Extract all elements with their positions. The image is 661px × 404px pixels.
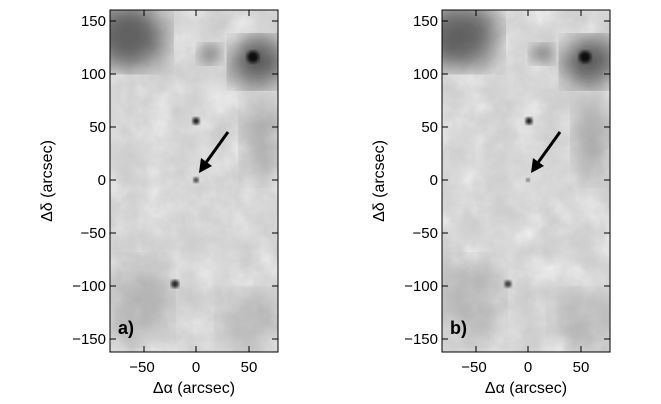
panel-b-x-tick-labels: −50 0 50 [461, 359, 589, 376]
y-tick-label: 0 [98, 172, 106, 189]
panel-a-y-axis-label: Δδ (arcsec) [39, 140, 56, 222]
panel-a-image [110, 10, 278, 352]
y-tick-label: 100 [413, 66, 438, 83]
panel-b: 150 100 50 0 −50 −100 −150 −50 0 50 Δα (… [371, 9, 611, 397]
x-tick-label: 50 [241, 359, 258, 376]
y-tick-label: 150 [413, 13, 438, 30]
panel-b-y-tick-labels: 150 100 50 0 −50 −100 −150 [404, 13, 438, 348]
y-tick-label: 100 [81, 66, 106, 83]
y-tick-label: 50 [89, 119, 106, 136]
y-tick-label: −150 [72, 331, 106, 348]
arrow-icon [531, 131, 562, 173]
panel-a-frame [109, 9, 279, 353]
y-tick-label: −50 [413, 225, 438, 242]
x-tick-label: 0 [192, 359, 200, 376]
y-tick-label: −100 [72, 278, 106, 295]
panel-a-ticks [110, 10, 278, 352]
y-tick-label: 150 [81, 13, 106, 30]
panel-b-image [442, 10, 610, 352]
y-tick-label: −150 [404, 331, 438, 348]
x-tick-label: 50 [573, 359, 590, 376]
panel-a: 150 100 50 0 −50 −100 −150 −50 0 50 Δα (… [39, 9, 279, 397]
x-tick-label: −50 [129, 359, 154, 376]
panel-a-x-axis-label: Δα (arcsec) [153, 380, 235, 397]
panel-a-y-tick-labels: 150 100 50 0 −50 −100 −150 [72, 13, 106, 348]
x-tick-label: −50 [461, 359, 486, 376]
y-tick-label: 50 [421, 119, 438, 136]
arrow-icon [199, 131, 230, 173]
panel-b-label: b) [450, 318, 467, 338]
panel-b-x-axis-label: Δα (arcsec) [485, 380, 567, 397]
y-tick-label: −50 [81, 225, 106, 242]
panel-b-y-axis-label: Δδ (arcsec) [371, 140, 388, 222]
panel-b-frame [441, 9, 611, 353]
panel-a-label: a) [118, 318, 134, 338]
y-tick-label: −100 [404, 278, 438, 295]
x-tick-label: 0 [524, 359, 532, 376]
panel-b-ticks [442, 10, 610, 352]
panel-a-x-tick-labels: −50 0 50 [129, 359, 257, 376]
y-tick-label: 0 [430, 172, 438, 189]
